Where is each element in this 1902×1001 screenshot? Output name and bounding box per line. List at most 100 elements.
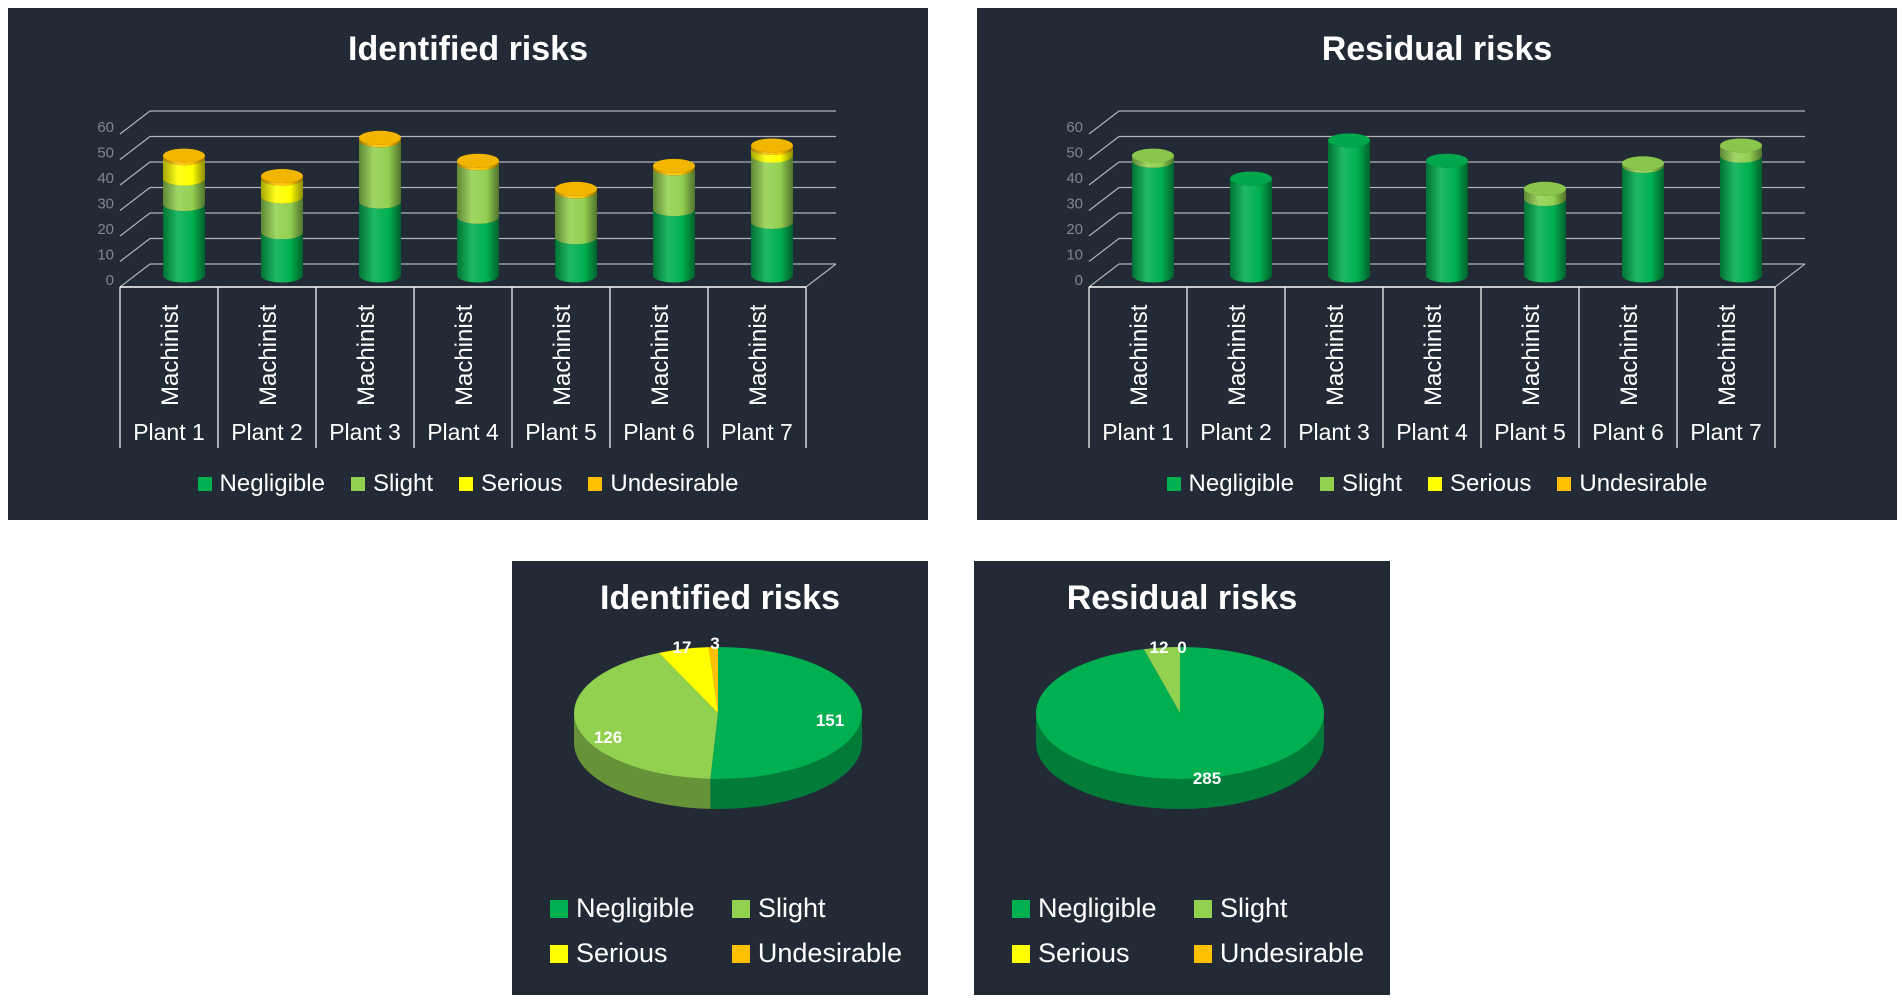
bar-chart-identified: Identified risks 0 10 20 30 40 50 60 Machinist P…: [8, 8, 928, 520]
gridline: [119, 136, 151, 160]
legend-item-slight: Slight: [1194, 893, 1364, 924]
x-tick-label: Plant 3: [1298, 419, 1370, 445]
x-subcategory-label: Machinist: [1224, 304, 1251, 406]
pie-slice-side: [574, 713, 711, 809]
bar-segment: [359, 201, 401, 283]
pie-chart-residual: Residual risks 285 12 0 Negligible Slight …: [974, 561, 1390, 995]
gridline: [119, 212, 151, 237]
bar-segment: [261, 176, 303, 186]
bar-top: [163, 148, 205, 163]
legend-item-undesirable: Undesirable: [732, 938, 902, 969]
legend-item-slight: Slight: [732, 893, 902, 924]
bar-segment: [1720, 145, 1762, 163]
y-tick-label: 10: [1066, 247, 1083, 264]
bar-segment: [457, 216, 499, 283]
bar-top: [653, 158, 695, 173]
x-tick-label: Plant 5: [1494, 419, 1566, 445]
x-tick-label: Plant 7: [1690, 419, 1762, 445]
legend-item-undesirable: Undesirable: [1194, 938, 1364, 969]
legend-item-slight: Slight: [1319, 470, 1402, 498]
y-tick-label: 60: [97, 119, 114, 136]
swatch-icon: [732, 899, 750, 918]
x-tick-label: Plant 7: [721, 419, 793, 445]
y-tick-label: 40: [1066, 170, 1083, 187]
legend-item-negligible: Negligible: [1012, 893, 1194, 924]
swatch-icon: [732, 944, 750, 963]
swatch-icon: [550, 899, 568, 918]
x-tick-label: Plant 5: [525, 419, 597, 445]
legend-item-serious: Serious: [1012, 938, 1194, 969]
x-tick-label: Plant 6: [623, 419, 695, 445]
bar-segment: [1622, 165, 1664, 283]
bar-top: [1426, 153, 1468, 168]
legend-item-negligible: Negligible: [1166, 470, 1294, 498]
y-tick-label: 0: [1075, 272, 1083, 289]
bar-segment: [751, 148, 793, 163]
swatch-icon: [588, 477, 603, 491]
swatch-icon: [1319, 477, 1334, 491]
bar-segment: [1230, 178, 1272, 283]
legend-item-serious: Serious: [459, 470, 562, 498]
swatch-icon: [1012, 899, 1030, 918]
data-label: 3: [710, 634, 719, 653]
bar-segment: [1426, 160, 1468, 283]
bar-segment: [359, 140, 401, 209]
x-axis-line: [1774, 263, 1806, 288]
bar-segment: [653, 209, 695, 283]
bar-top: [261, 169, 303, 184]
pie-slice: [574, 652, 718, 779]
pie-chart-svg: 151 126 17 3: [574, 634, 862, 809]
gridline: [1088, 263, 1120, 288]
x-subcategory-label: Machinist: [1420, 304, 1447, 406]
pie-slice: [1143, 647, 1180, 713]
swatch-icon: [1194, 944, 1212, 963]
chart-title: Identified risks: [348, 30, 588, 68]
bar-top: [457, 153, 499, 168]
legend-item-negligible: Negligible: [550, 893, 732, 924]
swatch-icon: [1557, 477, 1572, 491]
gridline: [1088, 212, 1120, 237]
data-label: 17: [673, 638, 692, 657]
bar-segment: [555, 188, 597, 199]
bar-segment: [653, 168, 695, 217]
x-subcategory-label: Machinist: [1616, 304, 1643, 406]
data-label: 12: [1150, 638, 1169, 657]
x-subcategory-label: Machinist: [157, 304, 184, 406]
bar-segment: [751, 145, 793, 155]
x-subcategory-label: Machinist: [745, 304, 772, 406]
y-tick-label: 30: [1066, 196, 1083, 213]
swatch-icon: [1012, 944, 1030, 963]
pie-slice: [708, 647, 718, 713]
x-subcategory-label: Machinist: [1322, 304, 1349, 406]
data-label: 0: [1177, 638, 1186, 657]
bar-segment: [163, 158, 205, 186]
y-tick-label: 30: [97, 196, 114, 213]
y-tick-label: 0: [106, 272, 114, 289]
swatch-icon: [350, 477, 365, 491]
bar-segment: [261, 196, 303, 240]
legend-item-undesirable: Undesirable: [1557, 470, 1707, 498]
bar-segment: [261, 178, 303, 204]
y-tick-label: 50: [97, 145, 114, 162]
swatch-icon: [459, 477, 473, 491]
gridline: [119, 187, 151, 211]
bar-chart-svg: 0 10 20 30 40 50 60 Machinist Plant 1 Machinist Pl…: [1066, 110, 1806, 448]
chart-legend: Negligible Slight Serious Undesirable: [8, 470, 928, 498]
bar-chart-svg: 0 10 20 30 40 50 60 Machinist Plant 1 Machinist Pl…: [97, 110, 837, 448]
bar-segment: [261, 232, 303, 283]
bar-top: [1328, 133, 1370, 148]
swatch-icon: [197, 477, 212, 491]
bar-top: [1622, 156, 1664, 171]
legend-item-undesirable: Undesirable: [588, 470, 738, 498]
pie-chart-svg: 285 12 0: [1036, 638, 1324, 809]
x-tick-label: Plant 3: [329, 419, 401, 445]
bar-segment: [163, 178, 205, 212]
bar-top: [751, 138, 793, 153]
bar-segment: [1132, 160, 1174, 283]
chart-title: Residual risks: [1066, 579, 1298, 617]
y-tick-label: 20: [97, 221, 114, 238]
gridline: [119, 238, 151, 262]
chart-title: Residual risks: [1321, 30, 1553, 68]
bar-segment: [1622, 163, 1664, 173]
bar-segment: [457, 160, 499, 171]
